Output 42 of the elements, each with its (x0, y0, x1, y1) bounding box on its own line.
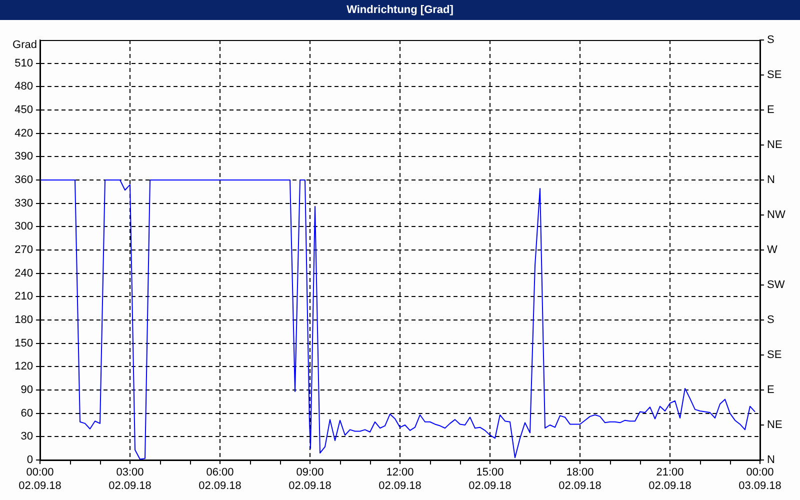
y-tick-label: 420 (14, 127, 33, 140)
x-tick-label: 12:00 02.09.18 (378, 466, 422, 492)
category-label: E (767, 384, 774, 396)
y-tick-label: 150 (14, 337, 33, 350)
x-tick-label: 06:00 02.09.18 (198, 466, 242, 492)
y-tick-label: 240 (14, 267, 33, 280)
y-tick-label: 30 (20, 430, 33, 443)
y-tick-label: 210 (14, 290, 33, 303)
category-label: S (767, 314, 774, 326)
y-tick-label: 480 (14, 80, 33, 93)
category-label: NE (767, 139, 782, 152)
category-label: S (767, 34, 774, 46)
y-tick-label: 390 (14, 150, 33, 163)
y-tick-label: 450 (14, 104, 33, 116)
category-label: SE (767, 349, 782, 362)
y-tick-label: 0 (26, 454, 33, 466)
y-tick-label: 180 (14, 314, 33, 326)
y-tick-label: 360 (14, 174, 33, 186)
x-tick-label: 00:00 02.09.18 (18, 466, 62, 492)
x-tick-label: 18:00 02.09.18 (558, 466, 602, 492)
category-label: E (767, 104, 774, 116)
category-label: W (767, 244, 778, 256)
category-label: NE (767, 419, 782, 432)
category-label: SW (767, 279, 785, 292)
y-axis-title: Grad (12, 39, 37, 52)
category-label: N (767, 454, 775, 466)
y-tick-label: 300 (14, 220, 33, 233)
y-tick-label: 60 (20, 407, 33, 420)
y-tick-label: 510 (14, 57, 33, 70)
y-tick-label: 120 (14, 360, 33, 373)
y-tick-label: 90 (20, 384, 33, 396)
category-label: NW (767, 209, 786, 222)
chart-title: Windrichtung [Grad] (0, 0, 800, 20)
y-tick-label: 270 (14, 244, 33, 256)
y-tick-label: 330 (14, 197, 33, 210)
category-label: SE (767, 69, 782, 82)
x-tick-label: 00:00 03.09.18 (738, 466, 782, 492)
x-tick-label: 15:00 02.09.18 (468, 466, 512, 492)
x-tick-label: 21:00 02.09.18 (648, 466, 692, 492)
x-tick-label: 03:00 02.09.18 (108, 466, 152, 492)
x-tick-label: 09:00 02.09.18 (288, 466, 332, 492)
category-label: N (767, 174, 775, 186)
